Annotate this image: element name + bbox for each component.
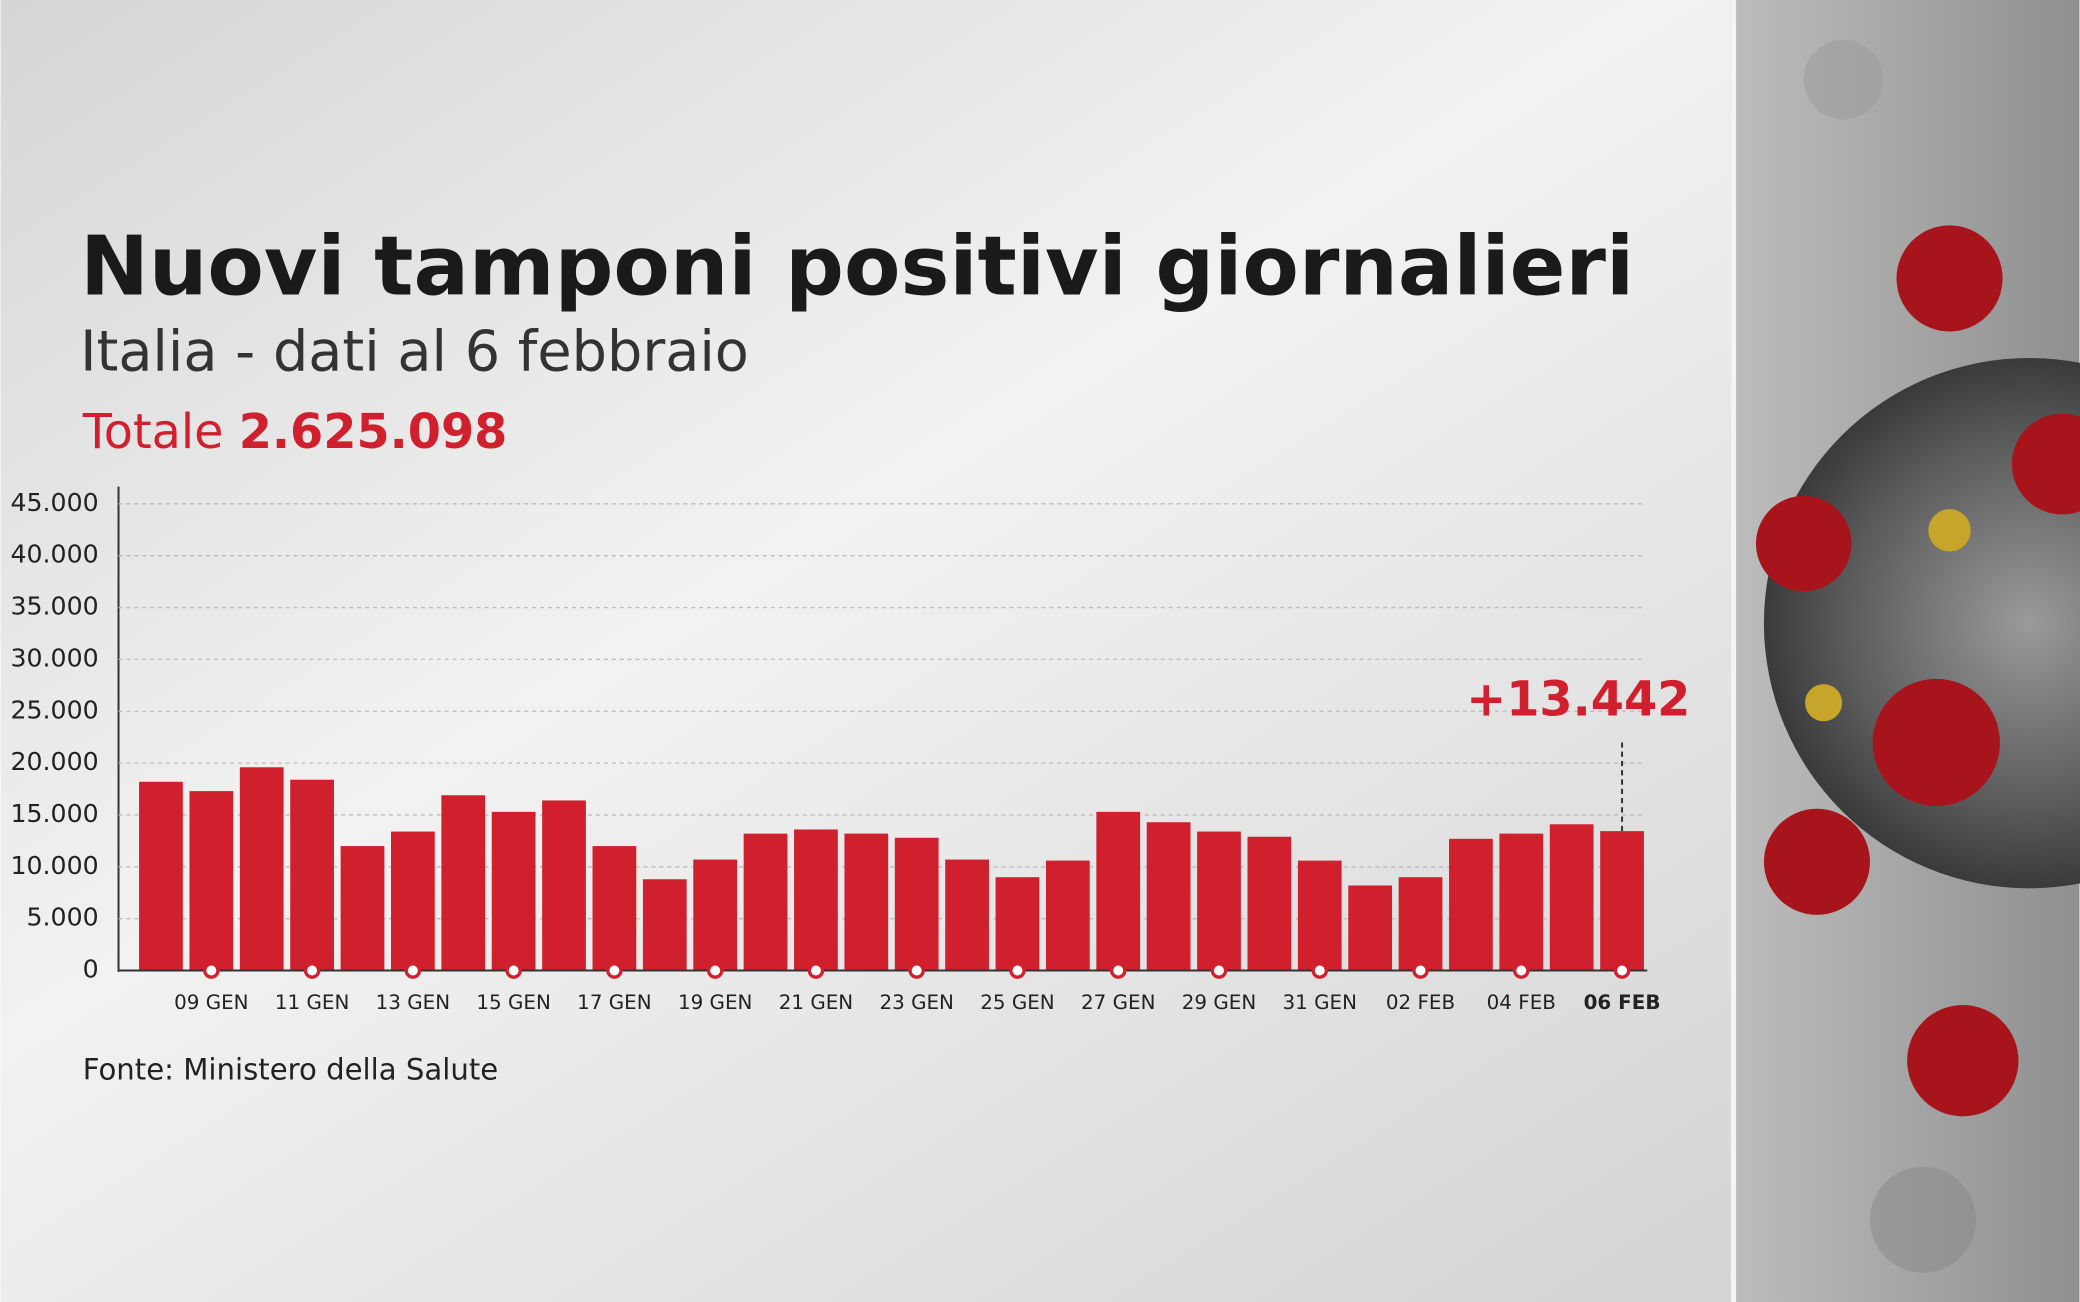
total: Totale 2.625.098: [82, 405, 508, 460]
bar: [693, 859, 738, 971]
total-label: Totale: [82, 405, 224, 460]
y-tick-label: 5.000: [27, 903, 99, 932]
x-tick-label: 27 GEN: [1081, 991, 1155, 1014]
bar: [1297, 860, 1342, 971]
x-tick-dot: [1009, 962, 1026, 979]
bar: [1549, 824, 1594, 971]
x-tick-label: 06 FEB: [1584, 991, 1661, 1014]
bar: [1096, 811, 1141, 971]
bar: [592, 846, 637, 971]
x-tick-dot: [1513, 962, 1530, 979]
bar: [1247, 836, 1292, 971]
bar: [441, 795, 486, 971]
x-tick-dot: [807, 962, 825, 979]
x-tick-label: 29 GEN: [1182, 991, 1256, 1014]
x-tick-label: 17 GEN: [577, 991, 651, 1014]
bar: [1197, 831, 1241, 971]
y-tick-label: 45.000: [10, 488, 98, 517]
x-tick-label: 31 GEN: [1283, 991, 1357, 1014]
x-tick-label: 02 FEB: [1386, 991, 1455, 1014]
bar: [542, 800, 586, 971]
bar: [390, 831, 435, 971]
virus-illustration: [1755, 39, 2080, 1273]
bar: [1045, 860, 1090, 971]
x-tick-dot: [1412, 962, 1429, 979]
y-tick-label: 0: [83, 955, 99, 984]
x-tick-label: 13 GEN: [376, 991, 450, 1014]
bar: [1398, 877, 1443, 971]
x-tick-label: 25 GEN: [980, 991, 1054, 1014]
bar: [239, 767, 284, 971]
bar: [189, 791, 234, 971]
x-tick-dot: [1311, 962, 1329, 979]
source: Fonte: Ministero della Salute: [83, 1052, 498, 1086]
x-tick-dot: [404, 962, 422, 979]
y-tick-label: 30.000: [10, 643, 98, 672]
y-tick-label: 10.000: [10, 851, 98, 880]
x-tick-dot: [303, 962, 321, 979]
x-tick-dot: [908, 962, 925, 979]
bar: [1146, 822, 1191, 971]
bar: [491, 811, 536, 971]
x-tick-dot: [1210, 962, 1228, 979]
x-tick-label: 04 FEB: [1487, 991, 1556, 1014]
bar: [1499, 833, 1544, 971]
x-tick-dot: [606, 962, 623, 979]
x-tick-label: 15 GEN: [476, 991, 550, 1014]
chart-title: Nuovi tamponi positivi giornalieri: [80, 219, 1634, 314]
y-tick-label: 25.000: [10, 695, 98, 724]
bar: [743, 833, 788, 971]
y-tick-label: 20.000: [10, 747, 98, 776]
x-tick-label: 21 GEN: [779, 991, 853, 1014]
x-tick-label: 23 GEN: [879, 991, 953, 1014]
total-value: 2.625.098: [239, 405, 508, 460]
x-tick-label: 19 GEN: [678, 991, 752, 1014]
y-tick-label: 35.000: [10, 592, 98, 621]
bar: [794, 829, 838, 971]
y-tick-label: 40.000: [10, 540, 98, 569]
value-label: +13.442: [1466, 673, 1690, 728]
x-tick-label: 11 GEN: [275, 991, 349, 1014]
chart-subtitle: Italia - dati al 6 febbraio: [80, 319, 749, 384]
x-tick-dot: [505, 962, 522, 979]
x-tick-dot: [203, 962, 220, 979]
bar: [340, 846, 385, 971]
x-tick-label: 09 GEN: [174, 991, 248, 1014]
bar: [945, 859, 989, 971]
x-tick-dot: [1613, 962, 1631, 979]
bar: [139, 781, 183, 971]
bar: [995, 877, 1040, 971]
x-tick-dot: [1109, 962, 1127, 979]
bar: [894, 837, 939, 971]
bar: [1449, 838, 1493, 971]
bar: [844, 833, 889, 971]
bar: [642, 879, 687, 971]
bar: [290, 779, 334, 971]
x-tick-dot: [706, 962, 724, 979]
y-tick-label: 15.000: [10, 799, 98, 828]
bar: [1600, 831, 1644, 971]
bar: [1348, 885, 1393, 971]
